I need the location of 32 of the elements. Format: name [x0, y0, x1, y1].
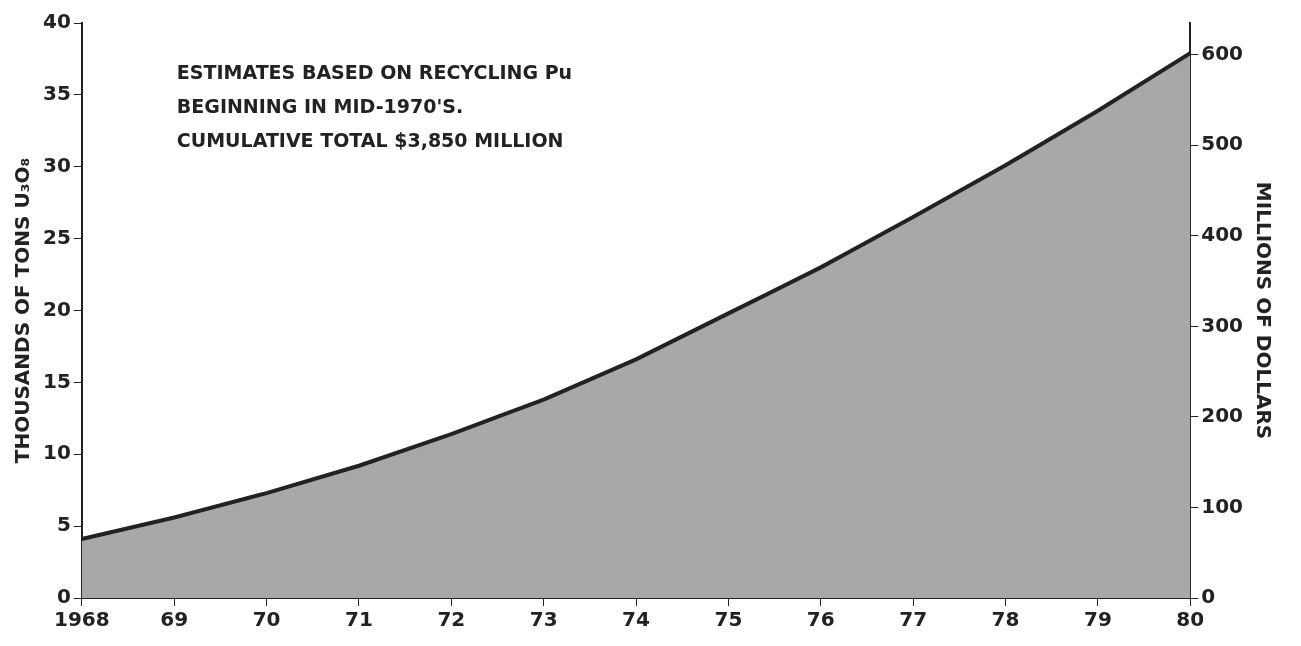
x-tick-label: 77	[899, 607, 928, 632]
y-tick-label: 15	[42, 368, 71, 393]
y2-tick-label: 600	[1201, 40, 1243, 65]
y-tick-label: 40	[42, 9, 71, 34]
x-tick-label: 79	[1083, 607, 1112, 632]
y-tick-label: 10	[42, 440, 71, 465]
x-tick-label: 71	[345, 607, 373, 632]
x-tick-label: 78	[991, 607, 1020, 632]
y-tick-label: 20	[42, 296, 71, 321]
x-tick-label: 72	[437, 607, 466, 632]
y2-tick-label: 500	[1201, 131, 1243, 156]
x-tick-label: 69	[160, 607, 189, 632]
y-tick-label: 0	[56, 584, 71, 609]
x-tick-label: 70	[252, 607, 281, 632]
y2-tick-label: 100	[1201, 493, 1243, 518]
x-tick-label: 75	[714, 607, 743, 632]
y-tick-label: 5	[56, 512, 71, 537]
annotation: ESTIMATES BASED ON RECYCLING Pu BEGINNING IN MID-1970'S. CUMULATIVE TOTAL $3,850 MILLION	[176, 61, 573, 152]
y-tick-label: 25	[42, 224, 71, 249]
y-tick-label: 30	[42, 152, 71, 177]
x-tick-label: 73	[529, 607, 558, 632]
y2-tick-label: 400	[1201, 222, 1243, 246]
y2-tick-label: 300	[1201, 312, 1243, 337]
y-tick-label: 35	[42, 81, 71, 106]
x-tick-label: 76	[806, 607, 835, 632]
x-tick-label: 1968	[54, 607, 110, 632]
x-tick-label: 74	[622, 607, 650, 632]
y2-tick-label: 200	[1201, 403, 1243, 428]
y2-tick-label: 0	[1201, 584, 1216, 609]
y2-axis-title: MILLIONS OF DOLLARS	[1251, 181, 1276, 440]
x-tick-label: 80	[1176, 607, 1205, 632]
y-axis-title: THOUSANDS OF TONS U₃O₈	[10, 157, 35, 464]
